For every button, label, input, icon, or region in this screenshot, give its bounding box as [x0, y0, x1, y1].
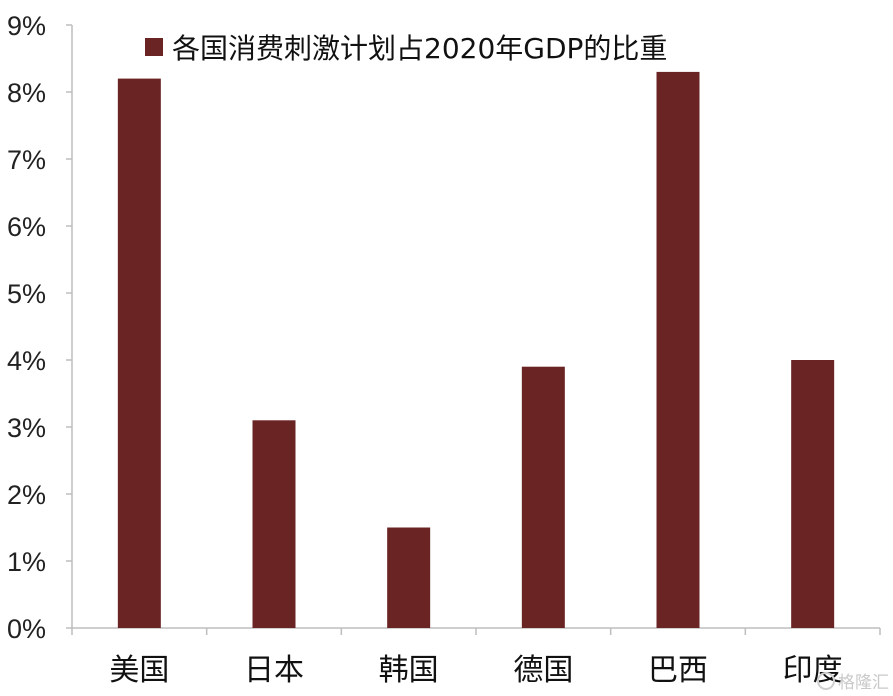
y-tick-label: 0% — [7, 614, 46, 644]
bar-2 — [252, 420, 296, 628]
y-tick-label: 5% — [7, 279, 46, 309]
x-category-label: 德国 — [513, 653, 573, 688]
x-category-label: 印度 — [783, 653, 843, 688]
y-tick-label: 6% — [7, 212, 46, 242]
y-tick-label: 8% — [7, 78, 46, 108]
bar-5 — [656, 71, 700, 628]
y-axis-ticks: 0% 1% 2% 3% 4% 5% 6% 7% 8% 9% — [7, 11, 72, 644]
x-category-label: 美国 — [109, 653, 169, 688]
chart-axes — [71, 25, 881, 635]
x-category-label: 韩国 — [379, 653, 439, 688]
x-category-label: 日本 — [244, 653, 304, 688]
chart-legend: 各国消费刺激计划占2020年GDP的比重 — [145, 32, 667, 65]
chart-bars — [117, 71, 835, 629]
x-axis-categories: 美国 日本 韩国 德国 巴西 印度 — [109, 653, 842, 688]
legend-swatch — [145, 38, 163, 56]
y-tick-label: 2% — [7, 480, 46, 510]
watermark-logo-icon — [817, 672, 835, 690]
legend-label: 各国消费刺激计划占2020年GDP的比重 — [172, 32, 667, 65]
bar-4 — [521, 366, 565, 628]
y-tick-label: 1% — [7, 547, 46, 577]
bar-6 — [791, 360, 835, 628]
x-category-label: 巴西 — [648, 653, 708, 688]
y-tick-label: 3% — [7, 413, 46, 443]
y-tick-label: 9% — [7, 11, 46, 41]
watermark: 格隆汇 — [817, 672, 889, 693]
y-tick-label: 4% — [7, 346, 46, 376]
watermark-text: 格隆汇 — [838, 673, 889, 693]
bar-1 — [117, 78, 161, 629]
bar-3 — [387, 527, 431, 628]
y-tick-label: 7% — [7, 145, 46, 175]
